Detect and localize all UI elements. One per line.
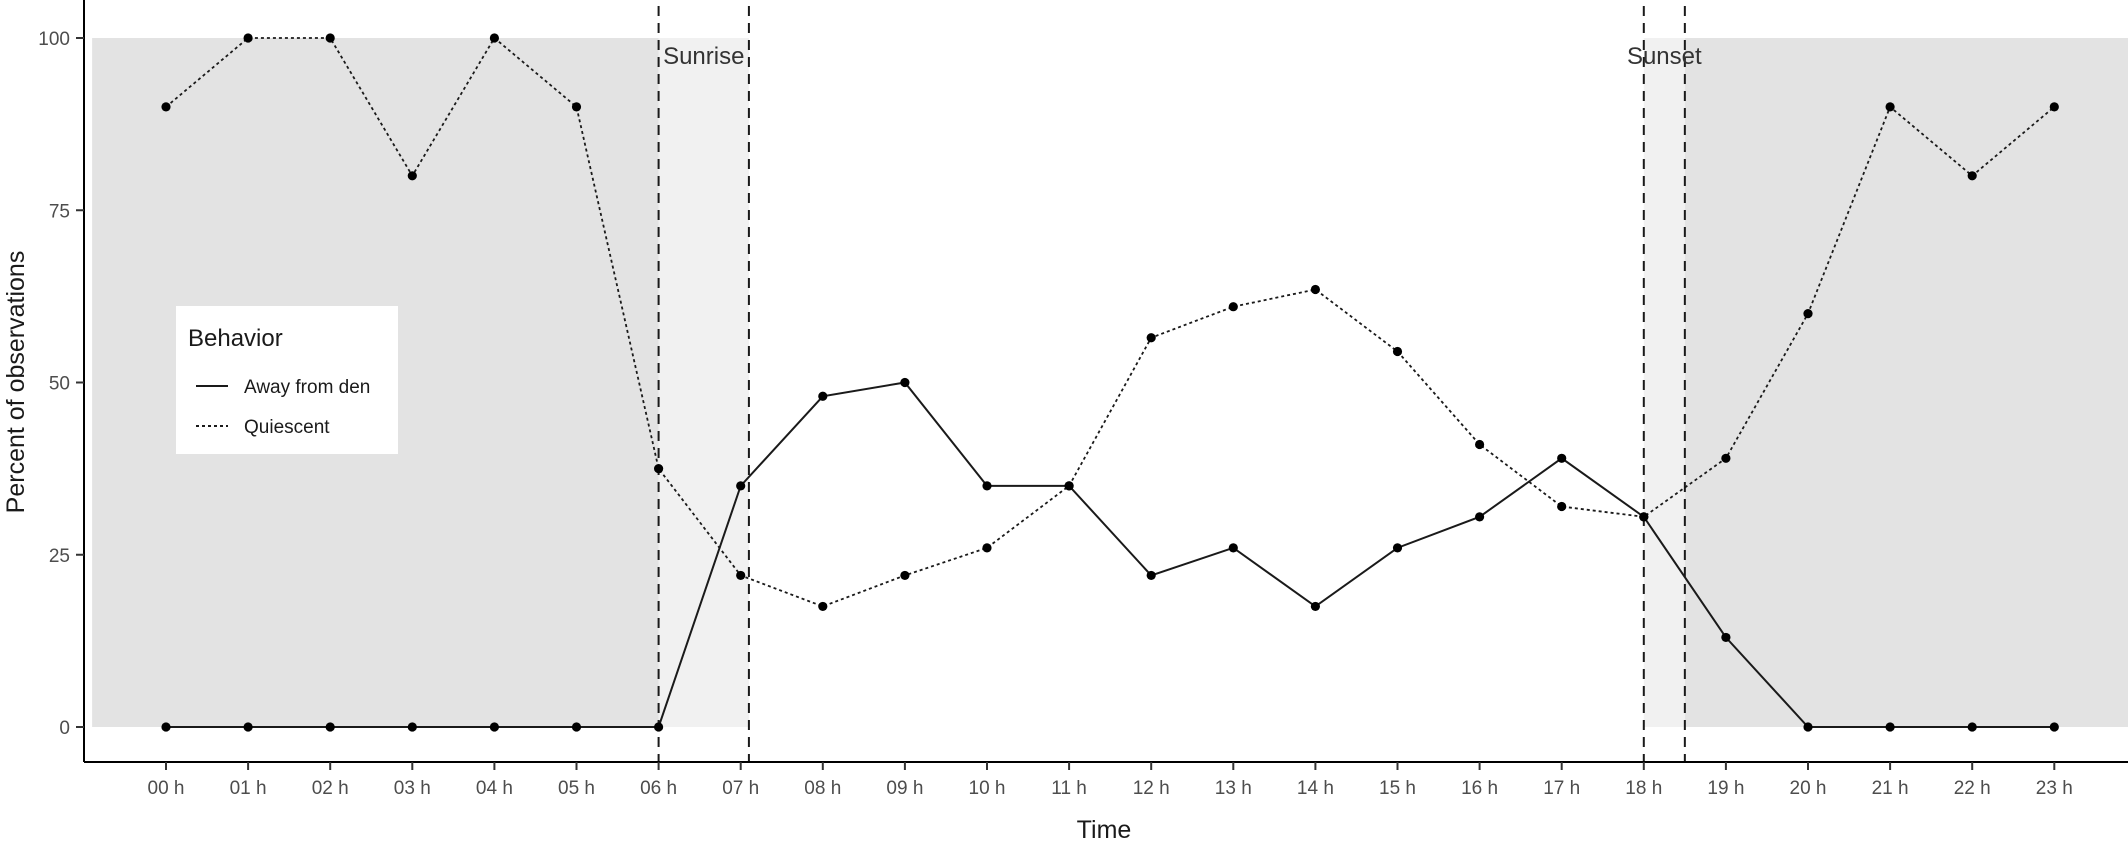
data-point-quiescent-0 xyxy=(161,102,171,112)
data-point-away-8 xyxy=(818,391,828,401)
data-point-away-1 xyxy=(243,722,253,732)
shaded-region-2 xyxy=(1643,38,1685,727)
x-axis-title: Time xyxy=(1077,816,1132,844)
data-point-away-16 xyxy=(1475,512,1485,522)
data-point-away-13 xyxy=(1228,543,1238,553)
data-point-away-5 xyxy=(571,722,582,732)
legend-title: Behavior xyxy=(188,325,283,352)
legend-box xyxy=(176,306,398,454)
data-point-away-3 xyxy=(407,722,417,732)
x-tick-label-15: 15 h xyxy=(1379,778,1416,799)
x-tick-label-2: 02 h xyxy=(312,778,349,799)
x-tick-label-14: 14 h xyxy=(1297,778,1334,799)
x-tick-label-23: 23 h xyxy=(2036,778,2073,799)
shaded-regions xyxy=(92,38,2128,727)
x-tick-label-5: 05 h xyxy=(558,778,595,799)
x-tick-label-12: 12 h xyxy=(1133,778,1170,799)
y-tick-label-25: 25 xyxy=(49,546,70,567)
axes: 0 25 50 75 100 00 h 01 h 02 h 03 h 04 h 05 h 06 h 07… xyxy=(38,0,2128,799)
y-axis-title: Percent of observations xyxy=(2,251,30,514)
x-tick-label-9: 09 h xyxy=(886,778,923,799)
data-point-away-21 xyxy=(1885,722,1895,732)
y-tick-label-50: 50 xyxy=(49,374,70,395)
x-tick-label-4: 04 h xyxy=(476,778,513,799)
y-tick-label-100: 100 xyxy=(38,29,70,50)
x-tick-label-11: 11 h xyxy=(1051,778,1087,799)
data-point-away-17 xyxy=(1557,453,1567,463)
x-tick-label-13: 13 h xyxy=(1215,778,1252,799)
data-point-away-19 xyxy=(1721,632,1731,643)
data-point-quiescent-19 xyxy=(1721,453,1731,463)
data-point-away-7 xyxy=(736,481,746,491)
data-point-quiescent-9 xyxy=(900,570,910,581)
data-point-quiescent-11 xyxy=(1064,481,1074,491)
data-point-away-15 xyxy=(1392,543,1403,553)
legend-label-quiescent: Quiescent xyxy=(244,417,330,438)
x-tick-label-3: 03 h xyxy=(394,778,431,799)
data-point-away-6 xyxy=(654,722,664,732)
series-lines xyxy=(165,36,2055,728)
data-point-quiescent-17 xyxy=(1557,501,1567,512)
data-points xyxy=(161,33,2059,732)
data-point-quiescent-18 xyxy=(1639,512,1649,522)
data-point-quiescent-12 xyxy=(1146,333,1156,343)
y-tick-label-0: 0 xyxy=(59,718,70,739)
x-tick-label-20: 20 h xyxy=(1790,778,1827,799)
data-point-away-12 xyxy=(1146,570,1156,581)
y-tick-label-75: 75 xyxy=(49,201,70,222)
data-point-away-2 xyxy=(325,722,335,732)
x-tick-label-7: 07 h xyxy=(722,778,759,799)
data-point-quiescent-15 xyxy=(1392,346,1403,357)
data-point-quiescent-1 xyxy=(243,33,253,43)
x-tick-label-8: 08 h xyxy=(804,778,841,799)
data-point-away-0 xyxy=(161,722,171,732)
data-point-away-23 xyxy=(2049,722,2059,732)
annotations: Sunrise Sunset xyxy=(663,43,1702,70)
data-point-away-4 xyxy=(489,722,499,732)
data-point-away-22 xyxy=(1967,722,1977,732)
x-tick-label-16: 16 h xyxy=(1461,778,1498,799)
data-point-away-10 xyxy=(982,481,992,491)
data-point-away-14 xyxy=(1310,601,1320,612)
data-point-quiescent-14 xyxy=(1310,284,1320,295)
data-point-quiescent-4 xyxy=(489,33,499,43)
legend-label-away: Away from den xyxy=(244,377,370,398)
data-point-quiescent-16 xyxy=(1475,439,1485,450)
x-tick-label-19: 19 h xyxy=(1707,778,1744,799)
shaded-region-3 xyxy=(1684,38,2128,727)
data-point-quiescent-22 xyxy=(1967,171,1977,181)
data-point-quiescent-2 xyxy=(325,33,335,43)
data-point-away-9 xyxy=(900,377,910,388)
data-point-quiescent-8 xyxy=(818,601,828,612)
data-point-quiescent-23 xyxy=(2049,102,2059,112)
x-tick-label-22: 22 h xyxy=(1954,778,1991,799)
data-point-quiescent-6 xyxy=(654,464,664,474)
x-tick-label-1: 01 h xyxy=(230,778,267,799)
annotation-sunrise: Sunrise xyxy=(663,43,744,70)
x-tick-label-10: 10 h xyxy=(969,778,1006,799)
shaded-region-1 xyxy=(658,38,749,727)
data-point-quiescent-10 xyxy=(982,543,992,553)
event-lines xyxy=(657,6,1686,762)
data-point-quiescent-20 xyxy=(1803,309,1813,319)
x-tick-label-18: 18 h xyxy=(1625,778,1662,799)
x-tick-label-21: 21 h xyxy=(1872,778,1909,799)
data-point-quiescent-13 xyxy=(1228,302,1238,312)
data-point-quiescent-3 xyxy=(407,171,417,181)
data-point-quiescent-7 xyxy=(736,570,746,581)
x-tick-label-17: 17 h xyxy=(1543,778,1580,799)
series-line-away-from-den xyxy=(166,381,2055,728)
x-tick-label-0: 00 h xyxy=(148,778,185,799)
data-point-quiescent-21 xyxy=(1885,102,1895,112)
legend: Behavior Away from den Quiescent xyxy=(176,306,398,454)
data-point-away-20 xyxy=(1803,722,1813,732)
x-tick-label-6: 06 h xyxy=(640,778,677,799)
data-point-quiescent-5 xyxy=(571,102,582,112)
series-line-quiescent xyxy=(165,36,2055,608)
annotation-sunset: Sunset xyxy=(1627,43,1702,70)
